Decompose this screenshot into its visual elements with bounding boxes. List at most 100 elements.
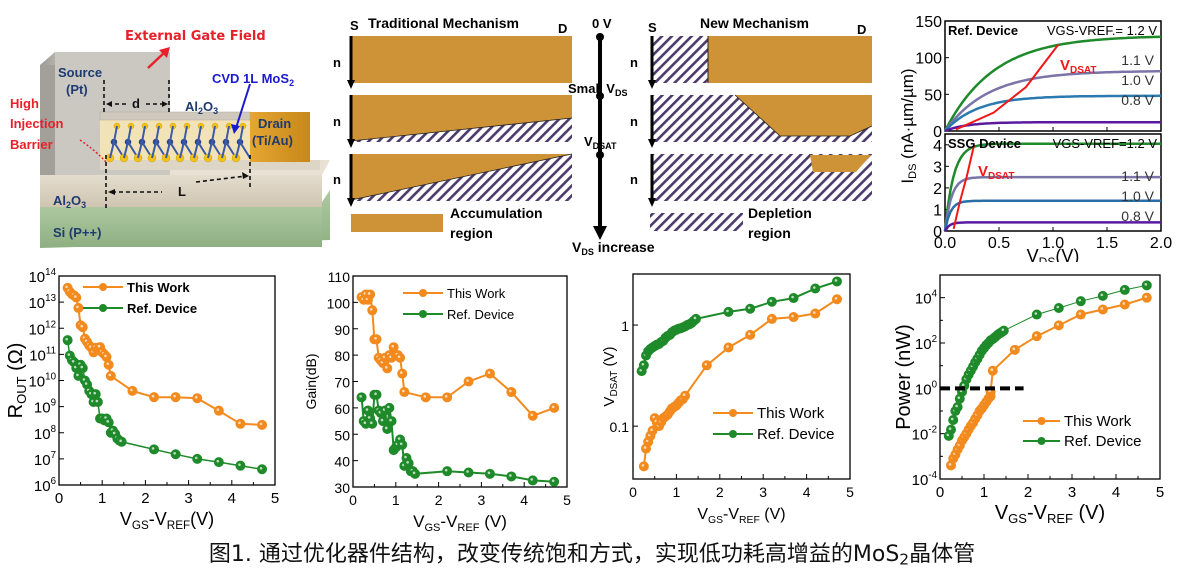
data-point bbox=[235, 418, 246, 429]
data-point-highlight bbox=[423, 395, 427, 398]
bond bbox=[113, 125, 118, 143]
top-al2o3-label: Al2O3 bbox=[185, 99, 218, 116]
x-tick-label: 1 bbox=[980, 484, 988, 501]
data-point-highlight bbox=[726, 309, 729, 313]
external-gate-field-label: External Gate Field bbox=[125, 29, 266, 44]
bond bbox=[239, 141, 251, 159]
y-tick-label: 30 bbox=[334, 480, 350, 496]
bond bbox=[225, 125, 230, 143]
y-tick-label: 60 bbox=[334, 401, 350, 417]
data-point bbox=[745, 303, 756, 314]
data-point-highlight bbox=[76, 373, 79, 377]
data-point bbox=[257, 419, 268, 430]
data-point-highlight bbox=[487, 471, 491, 475]
data-point bbox=[948, 415, 959, 426]
data-point-highlight bbox=[1012, 347, 1016, 351]
new-title: New Mechanism bbox=[700, 15, 809, 31]
data-point-highlight bbox=[961, 383, 965, 387]
accumulation-legend-swatch bbox=[351, 214, 443, 232]
legend-marker bbox=[419, 310, 427, 318]
bond bbox=[239, 125, 244, 143]
data-point-highlight bbox=[1034, 333, 1038, 337]
data-point bbox=[73, 302, 84, 313]
y-tick-label: 70 bbox=[334, 375, 350, 391]
data-point-highlight bbox=[747, 306, 751, 310]
injection-label: Injection bbox=[10, 116, 64, 131]
data-point-highlight bbox=[412, 471, 416, 475]
depletion-legend-label: Depletion bbox=[748, 205, 812, 221]
data-point-highlight bbox=[812, 311, 816, 314]
data-point-highlight bbox=[80, 365, 84, 369]
legend-marker bbox=[729, 409, 737, 417]
data-point bbox=[810, 283, 821, 294]
data-point bbox=[1075, 309, 1086, 320]
data-point-highlight bbox=[384, 366, 388, 369]
data-point-highlight bbox=[946, 433, 950, 437]
x-tick-label: 4 bbox=[803, 484, 811, 500]
data-point-highlight bbox=[509, 389, 512, 393]
data-point-highlight bbox=[363, 421, 367, 424]
data-point-highlight bbox=[641, 464, 645, 467]
data-point bbox=[213, 405, 224, 416]
data-point bbox=[723, 342, 734, 353]
accumulation-legend-label: Accumulation bbox=[450, 205, 543, 221]
data-point bbox=[1009, 344, 1020, 355]
y-axis-label: ROUT (Ω) bbox=[5, 343, 29, 419]
depletion-legend-swatch bbox=[650, 213, 743, 231]
data-point bbox=[549, 476, 560, 487]
data-point-highlight bbox=[130, 388, 133, 392]
legend-marker bbox=[99, 304, 107, 312]
data-point-highlight bbox=[259, 466, 263, 470]
data-point bbox=[442, 466, 453, 477]
data-point-highlight bbox=[1034, 312, 1038, 315]
y-tick-label: 1014 bbox=[28, 267, 56, 286]
legend-label: Ref. Device bbox=[1064, 433, 1142, 450]
vds-0v-label: 0 V bbox=[592, 16, 612, 31]
curve-label: 0.8 V bbox=[1121, 92, 1154, 108]
data-point bbox=[257, 464, 268, 475]
data-point-highlight bbox=[1144, 295, 1148, 298]
bond bbox=[137, 141, 143, 159]
data-point bbox=[723, 306, 734, 317]
y-tick-label: 10-2 bbox=[912, 425, 937, 444]
data-point bbox=[1053, 320, 1064, 331]
data-point bbox=[987, 365, 998, 376]
data-point-highlight bbox=[93, 391, 97, 395]
data-point-highlight bbox=[259, 422, 263, 426]
mos2-lattice bbox=[105, 122, 251, 163]
y-tick-label: 1010 bbox=[28, 372, 56, 391]
iv-curve-08V bbox=[943, 221, 1161, 232]
legend-marker bbox=[729, 430, 737, 438]
data-point bbox=[1053, 303, 1064, 314]
x-tick-label: 4 bbox=[1112, 484, 1120, 501]
data-point bbox=[170, 449, 181, 460]
rout-chart: 0 1 2 3 4 5 106 107 108 109 1010 1011 1012 1013 1014 Th… bbox=[5, 267, 279, 532]
bond bbox=[183, 125, 188, 143]
data-point bbox=[1031, 309, 1042, 320]
data-point bbox=[788, 312, 799, 323]
data-point-highlight bbox=[948, 463, 952, 466]
data-point bbox=[766, 313, 777, 324]
data-point bbox=[356, 392, 367, 403]
curve-label: 1.1 V bbox=[1121, 168, 1154, 184]
data-point-highlight bbox=[365, 408, 369, 411]
data-point-highlight bbox=[389, 418, 392, 422]
data-point-highlight bbox=[1078, 312, 1082, 315]
bond bbox=[123, 141, 129, 159]
data-point-highlight bbox=[67, 353, 71, 356]
L-label: L bbox=[178, 184, 186, 199]
data-point-highlight bbox=[641, 362, 645, 366]
power-chart: 0 1 2 3 4 5 10-4 10-2 100 102 104 This Work Ref. Dev… bbox=[893, 274, 1164, 526]
data-point-highlight bbox=[106, 362, 109, 366]
legend-label: This Work bbox=[1064, 413, 1132, 430]
data-point-highlight bbox=[650, 428, 653, 432]
legend-marker bbox=[1037, 417, 1046, 425]
d-label: d bbox=[132, 96, 140, 111]
data-point-highlight bbox=[704, 362, 708, 366]
data-point-highlight bbox=[380, 418, 384, 422]
new-accumulation-3 bbox=[810, 155, 871, 172]
data-point bbox=[92, 397, 103, 408]
data-point-highlight bbox=[444, 468, 448, 472]
figure-caption: 图1. 通过优化器件结构，改变传统饱和方式，实现低功耗高增益的MoS2晶体管 bbox=[208, 542, 976, 569]
data-point-highlight bbox=[82, 378, 86, 381]
